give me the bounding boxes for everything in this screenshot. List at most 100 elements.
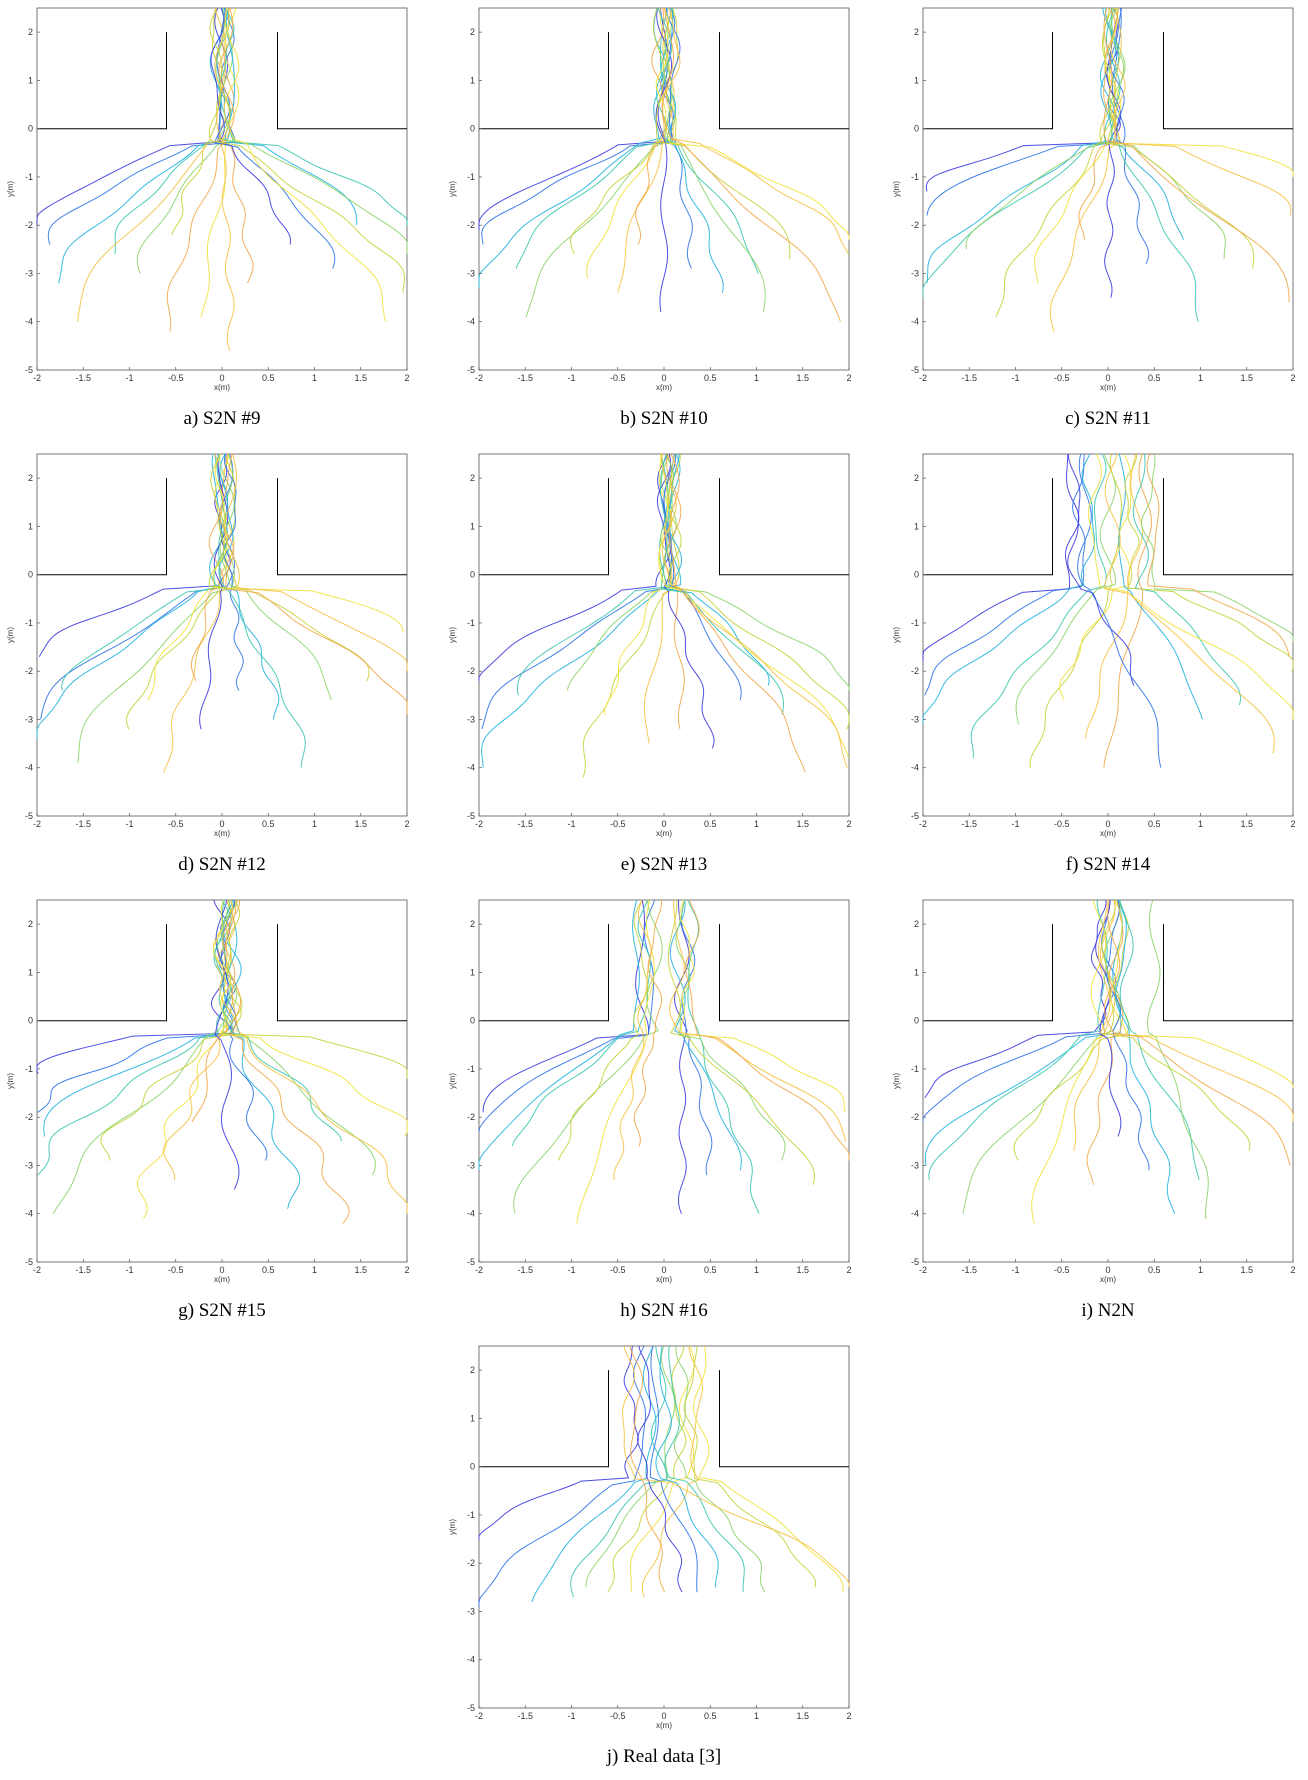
x-tick-label: 0 [219, 373, 224, 383]
y-tick-label: 2 [470, 919, 475, 929]
y-tick-label: -4 [25, 1209, 33, 1219]
trajectory-line [926, 7, 1116, 284]
trajectory-line [1015, 453, 1117, 725]
trajectory-line [924, 453, 1086, 696]
panel-a: -2 -1.5 -1 -0.5 0 0.5 1 1.5 2 2 1 0 -1 -2 -3 -4 -5 x(m) y(… [6, 7, 410, 429]
y-tick-label: -2 [467, 1112, 475, 1122]
y-tick-label: -5 [25, 365, 33, 375]
x-tick-label: -1 [1011, 819, 1019, 829]
y-axis-label: y(m) [892, 181, 901, 197]
x-tick-label: 0.5 [1148, 373, 1161, 383]
trajectory-line [635, 7, 665, 245]
y-tick-label: 2 [914, 473, 919, 483]
trajectory-line [1086, 899, 1124, 1185]
y-tick-label: 1 [28, 75, 33, 85]
x-tick-label: -1.5 [75, 819, 91, 829]
y-tick-label: -1 [467, 1510, 475, 1520]
x-axis-label: x(m) [214, 383, 230, 392]
wall-line [923, 32, 1053, 130]
y-tick-label: 2 [28, 919, 33, 929]
y-tick-label: 2 [28, 473, 33, 483]
trajectory-line [928, 899, 1108, 1180]
x-tick-label: -1 [567, 1265, 575, 1275]
trajectory-line [478, 899, 640, 1171]
wall-line [923, 478, 1053, 576]
x-tick-label: 2 [1290, 1265, 1295, 1275]
y-axis-label: y(m) [892, 1073, 901, 1089]
trajectory-line [1104, 7, 1294, 177]
y-tick-label: 2 [470, 473, 475, 483]
y-tick-label: -1 [911, 1064, 919, 1074]
trajectory-line [607, 1345, 687, 1593]
y-tick-label: 2 [470, 27, 475, 37]
y-axis-label: y(m) [448, 181, 457, 197]
panel-caption: g) S2N #15 [178, 1300, 266, 1321]
x-tick-label: 1 [754, 373, 759, 383]
y-tick-label: -3 [467, 714, 475, 724]
wall-line [277, 478, 407, 576]
y-tick-label: -1 [467, 1064, 475, 1074]
x-tick-label: 1 [1198, 819, 1203, 829]
trajectory-line [1103, 7, 1290, 303]
trajectory-line [166, 7, 235, 332]
trajectory-line [219, 453, 408, 715]
y-tick-label: -1 [25, 172, 33, 182]
x-tick-label: -1.5 [517, 1711, 533, 1721]
y-tick-label: -2 [25, 1112, 33, 1122]
x-tick-label: 0 [1105, 819, 1110, 829]
x-tick-label: 1 [754, 819, 759, 829]
x-tick-label: 0.5 [1148, 819, 1161, 829]
wall-line [37, 478, 167, 576]
x-tick-label: 0.5 [1148, 1265, 1161, 1275]
trajectory-line [659, 453, 784, 715]
trajectory-line [136, 7, 236, 274]
trajectory-line [200, 7, 240, 318]
x-tick-label: 2 [404, 373, 409, 383]
y-tick-label: -2 [25, 666, 33, 676]
x-tick-label: -1.5 [961, 373, 977, 383]
wall-line [277, 924, 407, 1022]
y-tick-label: -3 [467, 1160, 475, 1170]
y-tick-label: -3 [911, 268, 919, 278]
x-tick-label: -1 [125, 819, 133, 829]
trajectory-line [219, 899, 408, 1079]
x-tick-label: 1.5 [796, 819, 809, 829]
x-tick-label: 0 [661, 1265, 666, 1275]
x-tick-label: 0.5 [704, 819, 717, 829]
trajectory-line [1104, 7, 1122, 298]
y-tick-label: -4 [911, 317, 919, 327]
x-tick-label: 0 [1105, 1265, 1110, 1275]
trajectory-line [199, 453, 229, 730]
x-axis-label: x(m) [656, 1275, 672, 1284]
wall-line [719, 924, 849, 1022]
trajectory-line [1073, 899, 1116, 1152]
y-tick-label: -1 [467, 172, 475, 182]
trajectory-line [692, 1345, 844, 1593]
x-tick-label: -1 [567, 1711, 575, 1721]
panel-caption: f) S2N #14 [1066, 854, 1151, 875]
trajectory-line [664, 1345, 745, 1593]
y-tick-label: 0 [28, 124, 33, 134]
wall-line [719, 1370, 849, 1468]
trajectory-line [660, 453, 850, 691]
x-tick-label: -1.5 [517, 1265, 533, 1275]
y-tick-label: 1 [470, 521, 475, 531]
trajectory-line [1049, 7, 1122, 332]
trajectory-line [679, 899, 846, 1113]
trajectory-line [515, 7, 672, 269]
y-tick-label: -1 [467, 618, 475, 628]
panel-caption: c) S2N #11 [1065, 408, 1151, 429]
y-tick-label: 0 [470, 1016, 475, 1026]
y-tick-label: -3 [911, 714, 919, 724]
y-tick-label: 2 [470, 1365, 475, 1375]
y-tick-label: 0 [914, 1016, 919, 1026]
y-tick-label: -3 [467, 1606, 475, 1616]
x-tick-label: 1.5 [796, 373, 809, 383]
x-tick-label: -1.5 [75, 1265, 91, 1275]
x-tick-label: 2 [846, 1265, 851, 1275]
wall-line [923, 924, 1053, 1022]
trajectory-line [643, 453, 673, 744]
x-tick-label: 0.5 [704, 373, 717, 383]
plot-frame [922, 453, 1294, 817]
